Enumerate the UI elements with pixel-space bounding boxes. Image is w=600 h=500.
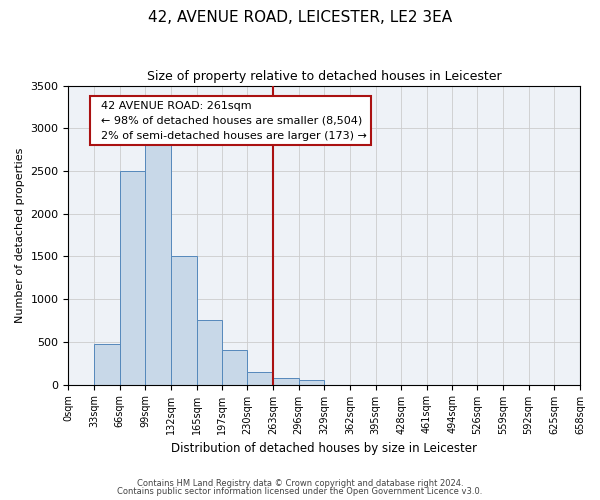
Bar bbox=[145, 146, 171, 384]
Bar bbox=[171, 256, 197, 384]
Bar bbox=[299, 380, 324, 384]
Title: Size of property relative to detached houses in Leicester: Size of property relative to detached ho… bbox=[147, 70, 502, 83]
Bar bbox=[221, 350, 247, 384]
Text: Contains HM Land Registry data © Crown copyright and database right 2024.: Contains HM Land Registry data © Crown c… bbox=[137, 478, 463, 488]
Text: 42 AVENUE ROAD: 261sqm
  ← 98% of detached houses are smaller (8,504)
  2% of se: 42 AVENUE ROAD: 261sqm ← 98% of detached… bbox=[94, 101, 367, 140]
Text: 42, AVENUE ROAD, LEICESTER, LE2 3EA: 42, AVENUE ROAD, LEICESTER, LE2 3EA bbox=[148, 10, 452, 25]
Bar bbox=[197, 320, 221, 384]
Bar bbox=[273, 378, 299, 384]
Bar bbox=[94, 344, 120, 384]
Bar bbox=[247, 372, 273, 384]
Bar bbox=[120, 171, 145, 384]
X-axis label: Distribution of detached houses by size in Leicester: Distribution of detached houses by size … bbox=[171, 442, 477, 455]
Text: Contains public sector information licensed under the Open Government Licence v3: Contains public sector information licen… bbox=[118, 487, 482, 496]
Y-axis label: Number of detached properties: Number of detached properties bbox=[15, 148, 25, 323]
